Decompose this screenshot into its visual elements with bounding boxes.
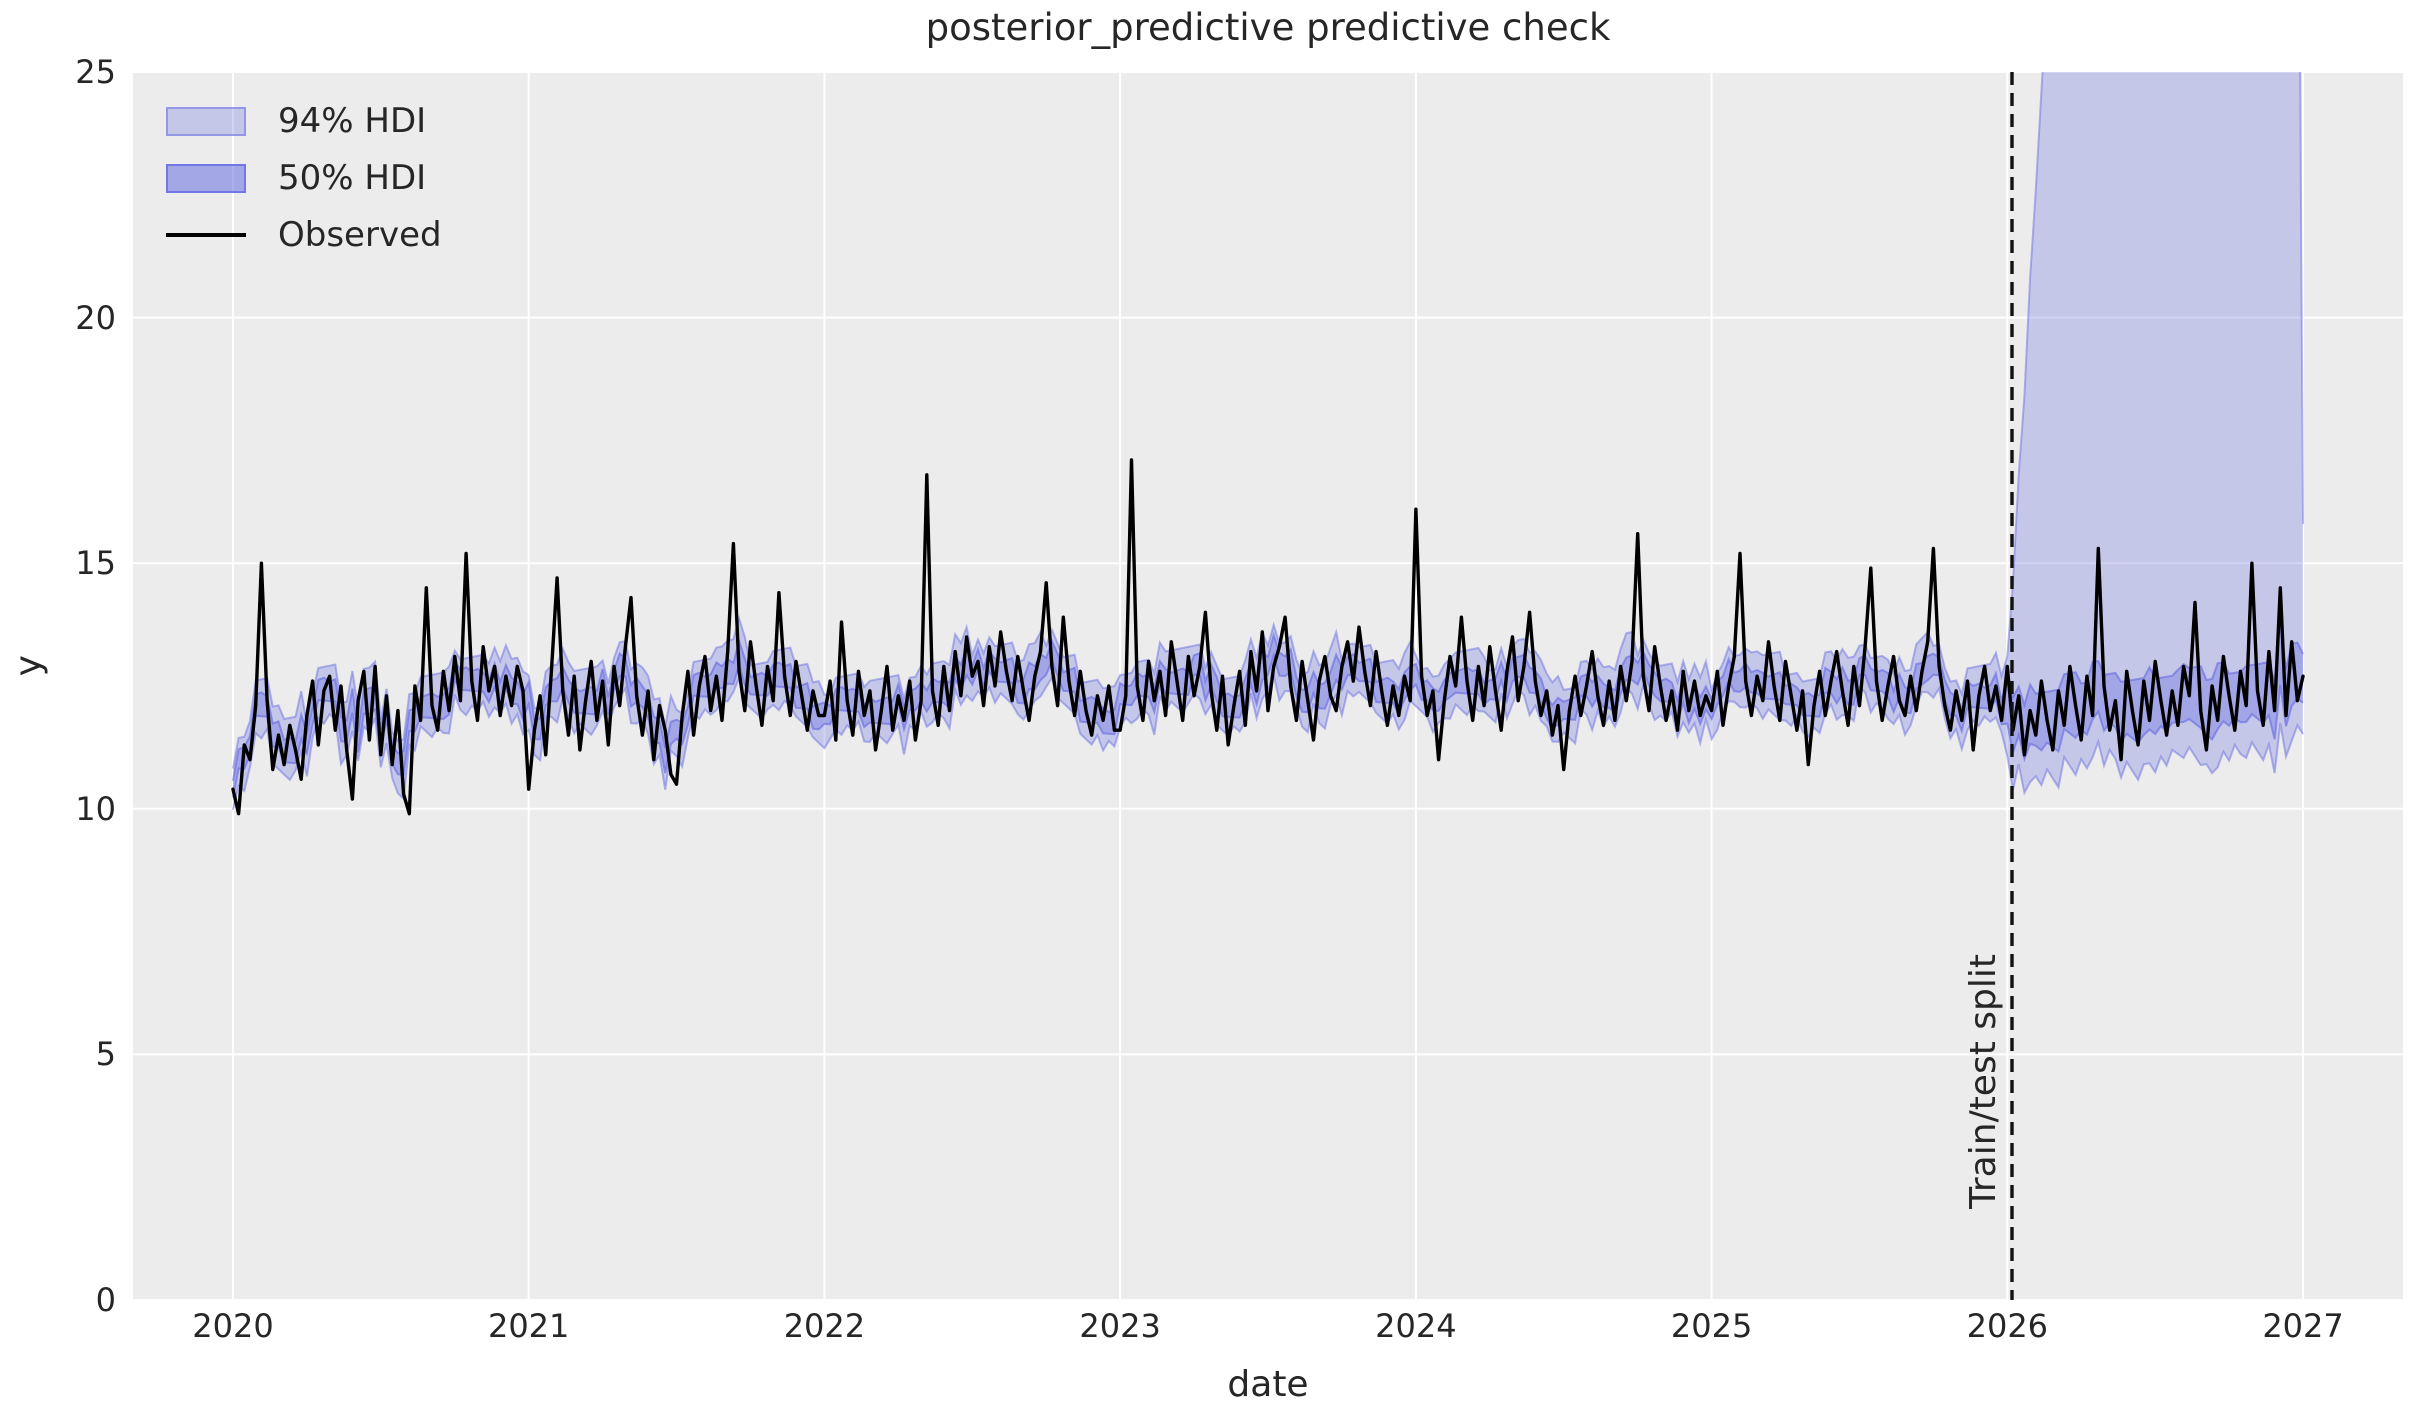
legend: 94% HDI 50% HDI Observed	[166, 101, 442, 255]
x-tick-label: 2023	[1079, 1307, 1161, 1345]
y-tick-label: 10	[75, 789, 116, 828]
y-tick-label: 20	[75, 298, 116, 337]
observed-line	[231, 458, 2305, 816]
x-tick-label: 2022	[783, 1307, 866, 1345]
y-tick-label: 15	[75, 544, 116, 583]
x-axis-label: date	[1227, 1364, 1309, 1405]
legend-item-50-hdi: 50% HDI	[166, 158, 442, 198]
legend-item-94-hdi: 94% HDI	[166, 101, 442, 141]
x-tick-label: 2024	[1375, 1307, 1457, 1345]
hdi-94-band	[233, 72, 2303, 810]
chart-title: posterior_predictive predictive check	[925, 6, 1611, 49]
x-tick-label: 2025	[1670, 1307, 1753, 1345]
hdi-50-swatch-icon	[166, 163, 246, 193]
x-tick-label: 2027	[2262, 1307, 2344, 1345]
plot-canvas	[133, 72, 2403, 1300]
legend-item-observed: Observed	[166, 215, 442, 255]
x-tick-label: 2020	[192, 1307, 274, 1345]
observed-line-swatch-icon	[166, 221, 246, 250]
y-tick-label: 5	[95, 1035, 116, 1074]
legend-label: Observed	[278, 215, 442, 255]
hdi-94-upper-edge	[232, 72, 2304, 769]
plot-area: 94% HDI 50% HDI Observed Train/test spli…	[133, 72, 2403, 1300]
hdi-94-swatch-icon	[166, 106, 246, 136]
train-test-split-label: Train/test split	[1963, 954, 2005, 1209]
y-axis-label: y	[8, 655, 49, 677]
legend-label: 50% HDI	[278, 158, 427, 198]
legend-label: 94% HDI	[278, 101, 427, 141]
y-tick-label: 25	[75, 53, 116, 91]
y-tick-label: 0	[95, 1281, 116, 1319]
x-tick-label: 2021	[487, 1307, 570, 1345]
x-tick-label: 2026	[1966, 1307, 2049, 1345]
